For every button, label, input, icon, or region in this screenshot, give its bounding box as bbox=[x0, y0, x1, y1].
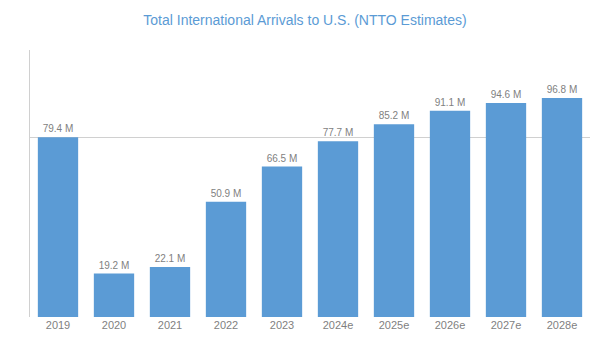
svg-text:Total International Arrivals t: Total International Arrivals to U.S. (NT… bbox=[143, 12, 466, 28]
svg-text:2026e: 2026e bbox=[435, 319, 466, 331]
svg-text:2027e: 2027e bbox=[491, 319, 522, 331]
svg-text:85.2 M: 85.2 M bbox=[379, 110, 410, 121]
svg-text:66.5 M: 66.5 M bbox=[267, 153, 298, 164]
svg-text:77.7 M: 77.7 M bbox=[323, 127, 354, 138]
svg-text:2024e: 2024e bbox=[323, 319, 354, 331]
svg-text:19.2 M: 19.2 M bbox=[99, 260, 130, 271]
svg-text:2019: 2019 bbox=[46, 319, 70, 331]
svg-text:2025e: 2025e bbox=[379, 319, 410, 331]
svg-text:2021: 2021 bbox=[158, 319, 182, 331]
svg-text:2023: 2023 bbox=[270, 319, 294, 331]
svg-text:2022: 2022 bbox=[214, 319, 238, 331]
svg-text:2020: 2020 bbox=[102, 319, 126, 331]
svg-text:94.6 M: 94.6 M bbox=[491, 89, 522, 100]
svg-text:79.4 M: 79.4 M bbox=[43, 123, 74, 134]
svg-text:2028e: 2028e bbox=[547, 319, 578, 331]
svg-text:22.1 M: 22.1 M bbox=[155, 253, 186, 264]
svg-text:50.9 M: 50.9 M bbox=[211, 188, 242, 199]
svg-text:96.8 M: 96.8 M bbox=[547, 84, 578, 95]
svg-text:91.1 M: 91.1 M bbox=[435, 97, 466, 108]
